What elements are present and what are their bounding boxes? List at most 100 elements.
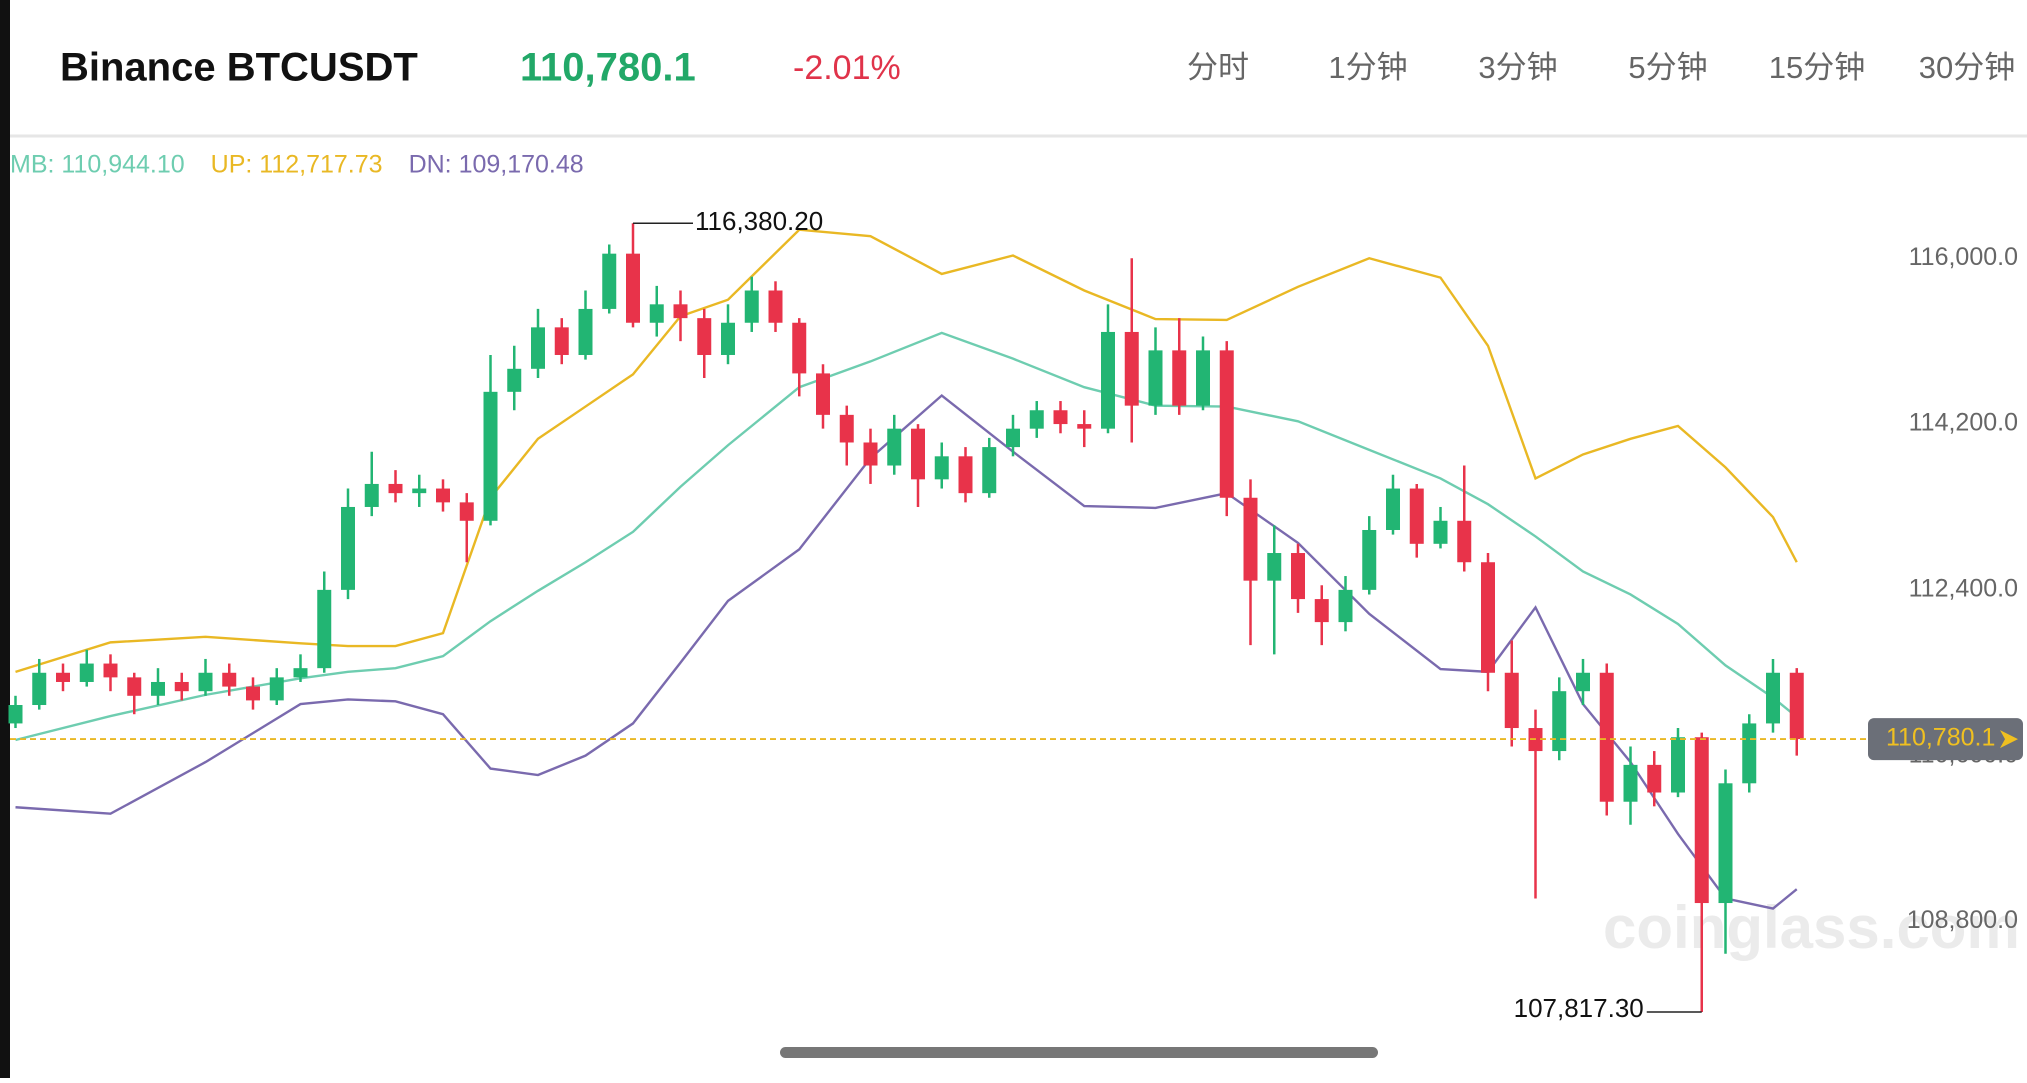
left-edge [0, 0, 10, 1078]
candle-body [1267, 553, 1282, 581]
candle-body [1338, 589, 1353, 623]
candle-body [1409, 488, 1424, 544]
candle-body [768, 290, 783, 323]
candle-body [1291, 553, 1305, 600]
annotation-label: 116,380.20 [695, 206, 823, 236]
candle-body [744, 290, 759, 323]
candle-body [1671, 737, 1685, 793]
candle-body [1481, 562, 1495, 673]
candle-body [1742, 723, 1757, 784]
candle-body [151, 681, 165, 696]
candle-body [1243, 497, 1258, 581]
candle-body [839, 414, 854, 443]
candle-body [269, 677, 284, 701]
timeframe-tab[interactable]: 1分钟 [1328, 50, 1407, 85]
candle-body [1029, 410, 1044, 429]
candle-body [1457, 520, 1472, 563]
legend-entry: MB: 110,944.10 [10, 151, 185, 179]
candle-body [174, 681, 189, 692]
candle-body [1694, 737, 1709, 904]
last-price-label: 110,780.1 [1886, 724, 1995, 752]
band-line [15, 228, 1798, 673]
candle-body [1718, 783, 1733, 904]
y-tick-label: 114,200.0 [1909, 409, 2018, 437]
candle-body [626, 253, 640, 323]
legend-entry: UP: 112,717.73 [211, 151, 383, 179]
candle-body [1789, 672, 1804, 740]
candle-body [578, 308, 593, 355]
candle-body [436, 488, 450, 503]
candle-body [1623, 764, 1638, 802]
candle-body [507, 368, 522, 392]
y-tick-label: 116,000.0 [1909, 243, 2018, 271]
candle-body [602, 253, 617, 309]
y-tick-label: 112,400.0 [1909, 574, 2018, 602]
candle-body [911, 428, 925, 480]
candle-body [364, 483, 379, 507]
candle-body [412, 488, 427, 494]
candle-body [79, 663, 94, 682]
candle-body [531, 327, 545, 369]
timeframe-tab[interactable]: 30分钟 [1919, 50, 2015, 85]
candle-body [1576, 672, 1590, 692]
candle-body [1053, 410, 1068, 425]
candle-body [56, 672, 70, 682]
timeframe-tab[interactable]: 15分钟 [1769, 50, 1865, 85]
legend-entry: DN: 109,170.48 [409, 151, 584, 179]
candle-body [1196, 350, 1210, 406]
last-price-arrow [2000, 730, 2018, 749]
candle-body [934, 456, 949, 480]
candle-body [1362, 529, 1377, 590]
candle-body [1101, 331, 1115, 429]
candle-body [198, 672, 213, 692]
change: -2.01% [793, 49, 901, 87]
candle-body [388, 483, 403, 494]
candle-body [1599, 672, 1614, 802]
candle-body [127, 677, 142, 696]
watermark: coinglass.com [1603, 894, 2020, 961]
candle-body [1766, 672, 1780, 724]
candle-body [1386, 488, 1400, 530]
candle-body [958, 456, 973, 494]
candle-body [246, 686, 260, 701]
timeframe-tab[interactable]: 3分钟 [1478, 50, 1557, 85]
candle-body [1433, 520, 1448, 544]
candle-body [1552, 691, 1567, 752]
candle-body [697, 318, 712, 355]
candle-body [1219, 350, 1234, 498]
candle-body [459, 502, 474, 521]
scrollbar[interactable] [780, 1047, 1378, 1058]
candle-body [554, 327, 569, 355]
candle-body [649, 304, 664, 323]
candle-body [792, 322, 807, 374]
candle-body [1647, 764, 1662, 793]
candle-body [816, 373, 830, 415]
y-tick-label: 108,800.0 [1907, 906, 2018, 934]
band-line [15, 393, 1798, 910]
candle-body [721, 322, 735, 355]
candle-body [887, 428, 902, 466]
candle-body [32, 672, 47, 706]
candle-body [8, 705, 23, 724]
candle-body [673, 304, 688, 319]
candle-body [317, 589, 332, 669]
candle-body [1172, 350, 1187, 406]
candle-body [1124, 331, 1139, 406]
last-price-tag [1868, 718, 2023, 761]
timeframe-tab[interactable]: 分时 [1187, 50, 1249, 85]
candle-body [103, 663, 118, 678]
candle-body [341, 506, 355, 590]
candle-body [293, 668, 308, 678]
candle-body [222, 672, 237, 687]
timeframe-tab[interactable]: 5分钟 [1628, 50, 1707, 85]
candle-body [863, 442, 878, 466]
chart-title: Binance BTCUSDT [60, 46, 418, 90]
band-line [15, 331, 1798, 742]
candle-body [1077, 424, 1092, 429]
candle-body [1504, 672, 1519, 729]
candle-body [1006, 428, 1020, 448]
price: 110,780.1 [520, 46, 696, 90]
candle-body [1314, 599, 1329, 623]
